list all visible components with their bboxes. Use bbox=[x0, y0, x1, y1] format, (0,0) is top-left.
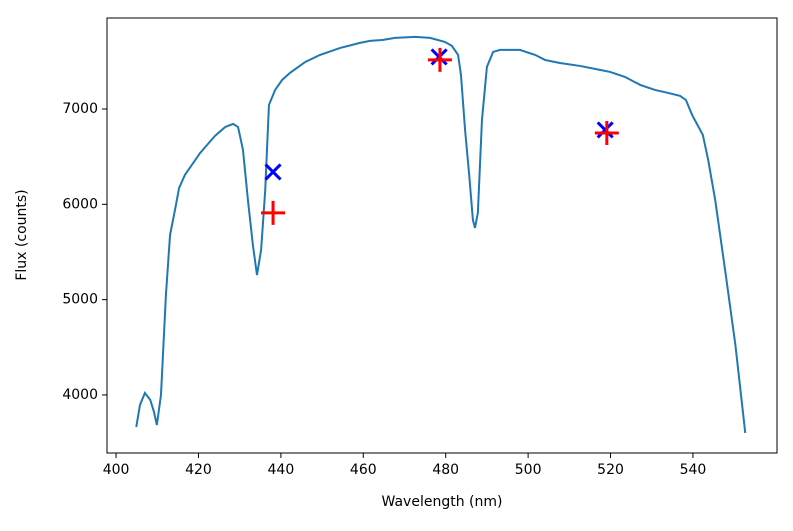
flux-line bbox=[135, 35, 747, 434]
x-tick-label: 500 bbox=[515, 462, 542, 478]
x-tick-label: 460 bbox=[350, 462, 377, 478]
marker bbox=[596, 121, 614, 139]
y-axis-label: Flux (counts) bbox=[14, 189, 30, 280]
x-tick-label: 540 bbox=[680, 462, 707, 478]
x-tick-label: 520 bbox=[597, 462, 624, 478]
y-tick-label: 7000 bbox=[62, 101, 98, 117]
marker bbox=[427, 47, 452, 72]
x-tick-label: 420 bbox=[185, 462, 212, 478]
marker bbox=[594, 120, 619, 145]
y-tick-label: 4000 bbox=[62, 387, 98, 403]
x-tick-label: 480 bbox=[432, 462, 459, 478]
marker bbox=[264, 163, 282, 181]
x-axis-label: Wavelength (nm) bbox=[382, 494, 503, 510]
y-tick-label: 6000 bbox=[62, 196, 98, 212]
x-tick-label: 440 bbox=[268, 462, 295, 478]
y-tick-label: 5000 bbox=[62, 292, 98, 308]
plot-frame bbox=[106, 17, 778, 454]
marker bbox=[261, 200, 286, 225]
x-tick-label: 400 bbox=[103, 462, 130, 478]
